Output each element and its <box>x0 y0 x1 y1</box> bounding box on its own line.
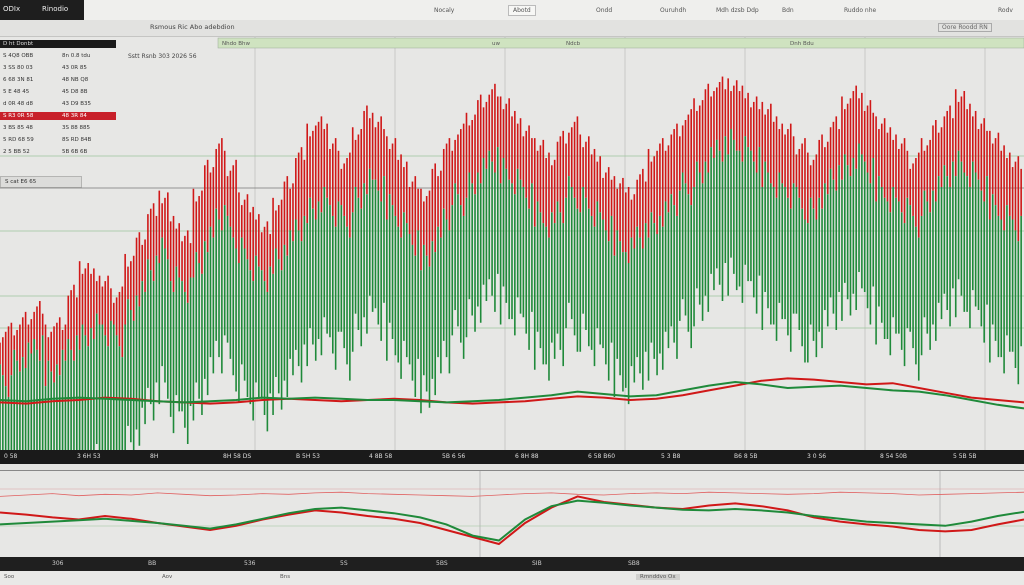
toolbar-item-4[interactable]: Mdh dzsb Ddp <box>716 7 759 14</box>
panel-header-label: D ht Donbt <box>3 41 34 47</box>
toolbar-item-2[interactable]: Ondd <box>596 7 613 14</box>
sub-axis-label: SB8 <box>628 560 640 567</box>
overlay-line <box>0 380 1024 410</box>
overlay-label: Ndcb <box>566 41 581 47</box>
panel-cell-value: 8n 0.8 tdu <box>62 53 91 59</box>
panel-row[interactable]: 3 BS 85 48 3S 88 885 <box>0 124 116 132</box>
panel-cell-symbol: 2 5 BB 52 <box>3 149 30 155</box>
sub-axis-label: 536 <box>244 560 256 567</box>
time-axis-label: 5B 6 56 <box>442 453 466 460</box>
panel-cell-value: 43 D9 B35 <box>62 101 92 107</box>
brand-block[interactable]: ODIx Rinodio <box>0 0 84 20</box>
panel-row[interactable]: 6 68 3N 81 48 NB Q8 <box>0 76 116 84</box>
oscillator-chart[interactable] <box>0 471 1024 557</box>
panel-row[interactable]: d 0R 48 d8 43 D9 B35 <box>0 100 116 108</box>
time-axis-label: 0 58 <box>4 453 18 460</box>
panel-cell-symbol: S R3 0R 58 <box>3 113 34 119</box>
oscillator-line <box>0 495 1024 546</box>
panel-cell-symbol: 3 SS 80 03 <box>3 65 33 71</box>
main-chart[interactable]: Nhdo Bhw uw Ndcb Dnh Bdu <box>0 36 1024 450</box>
panel-row[interactable]: S 4Q8 OBB 8n 0.8 tdu <box>0 52 116 60</box>
panel-header: D ht Donbt <box>0 40 116 48</box>
panel-cell-value: 5B 6B 6B <box>62 149 88 155</box>
sub-title: Sstt Rsnb 303 2026 56 <box>128 53 197 60</box>
toolbar-item-6[interactable]: Ruddo nhe <box>844 7 877 14</box>
panel-cell-symbol: 3 BS 85 48 <box>3 125 33 131</box>
sub-axis: 306 BB 536 5S 5BS SIB SB8 <box>0 557 1024 571</box>
footer-label-0: Soo <box>4 574 15 580</box>
sub-axis-label: SIB <box>532 560 542 567</box>
panel-cell-value: 8S RD 84B <box>62 137 92 143</box>
oscillator-line <box>0 499 1024 542</box>
panel-row[interactable]: 2 5 BB 52 5B 6B 6B <box>0 148 116 156</box>
footer-label-3[interactable]: Rmnddvo Ox <box>636 574 680 580</box>
toolbar-item-0[interactable]: Nocaly <box>434 7 455 14</box>
time-axis-label: 8H <box>150 453 159 460</box>
toolbar-item-3[interactable]: Ouruhdh <box>660 7 687 14</box>
footer: Soo Aov Bns Rmnddvo Ox <box>0 571 1024 585</box>
panel-cell-symbol: d 0R 48 d8 <box>3 101 34 107</box>
panel-row[interactable]: 5 RD 68 59 8S RD 84B <box>0 136 116 144</box>
panel-cell-symbol: 5 RD 68 59 <box>3 137 34 143</box>
overlay-label: uw <box>492 41 500 47</box>
oscillator-line <box>0 491 1024 497</box>
panel-row[interactable]: S R3 0R 58 48 3R 84 <box>0 112 116 120</box>
footer-label-2: Bns <box>280 574 291 580</box>
panel-cell-value: 48 NB Q8 <box>62 77 89 83</box>
time-axis-label: 8H 58 DS <box>223 453 252 460</box>
sub-axis-label: 5BS <box>436 560 448 567</box>
panel-cell-symbol: S 4Q8 OBB <box>3 53 34 59</box>
overlay-label: Dnh Bdu <box>790 41 814 47</box>
time-axis-label: B 5H 53 <box>296 453 320 460</box>
panel-cell-value: 3S 88 885 <box>62 125 90 131</box>
time-axis-label: 5 3 B8 <box>661 453 681 460</box>
time-axis: 0 58 3 6H 53 8H 8H 58 DS B 5H 53 4 8B 58 5B 6 … <box>0 450 1024 464</box>
brand-right: Rinodio <box>42 5 69 13</box>
toolbar-item-1[interactable]: Abotd <box>508 5 536 16</box>
sub-axis-label: BB <box>148 560 157 567</box>
time-axis-label: 8 54 50B <box>880 453 908 460</box>
quote-panel: D ht Donbt S 4Q8 OBB 8n 0.8 tdu 3 SS 80 03… <box>0 36 116 166</box>
panel-cell-value: 45 D8 8B <box>62 89 88 95</box>
panel-cell-symbol: 5 E 48 45 <box>3 89 30 95</box>
overlay-label: Nhdo Bhw <box>222 41 250 47</box>
sub-axis-label: 5S <box>340 560 348 567</box>
time-axis-label: 6 8H 88 <box>515 453 539 460</box>
range-selector[interactable]: Oore Roodd RN <box>938 23 992 32</box>
toolbar-item-7[interactable]: Rodv <box>998 7 1013 14</box>
panel-row[interactable]: 3 SS 80 03 43 0R 85 <box>0 64 116 72</box>
chart-header: Rsmous Ric Abo adebdion Oore Roodd RN <box>0 20 1024 37</box>
time-axis-label: B6 8 5B <box>734 453 758 460</box>
footer-label-1: Aov <box>162 574 173 580</box>
panel-cell-value: 48 3R 84 <box>62 113 87 119</box>
sub-axis-label: 306 <box>52 560 64 567</box>
toolbar-item-5[interactable]: Bdn <box>782 7 794 14</box>
time-axis-label: 6 58 B60 <box>588 453 616 460</box>
panel-cell-symbol: 6 68 3N 81 <box>3 77 34 83</box>
time-axis-label: 3 6H 53 <box>77 453 101 460</box>
panel-cell-value: 43 0R 85 <box>62 65 87 71</box>
time-axis-label: 3 0 S6 <box>807 453 827 460</box>
pane-separator[interactable] <box>0 464 1024 471</box>
time-axis-label: 5 5B 5B <box>953 453 977 460</box>
panel-row[interactable]: 5 E 48 45 45 D8 8B <box>0 88 116 96</box>
panel-footer: S cat E6 65 <box>0 176 82 188</box>
time-axis-label: 4 8B 58 <box>369 453 393 460</box>
overlay-band <box>217 37 1024 49</box>
top-toolbar: ODIx Rinodio Nocaly Abotd Ondd Ouruhdh M… <box>0 0 1024 21</box>
brand-left: ODIx <box>3 5 21 13</box>
chart-title: Rsmous Ric Abo adebdion <box>150 23 235 31</box>
